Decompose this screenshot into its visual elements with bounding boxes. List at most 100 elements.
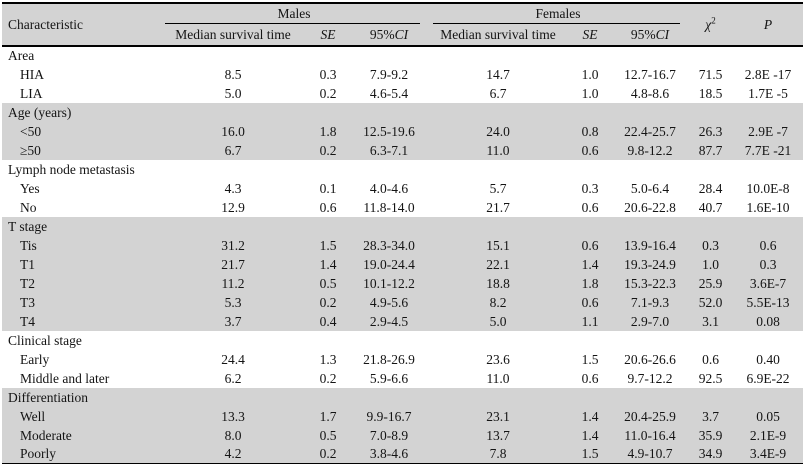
females-median-cell: 11.0 xyxy=(428,369,568,388)
table-row: ≥50 6.7 0.2 6.3-7.1 11.0 0.6 9.8-12.2 87… xyxy=(2,141,803,160)
table-row: T4 3.7 0.4 2.9-4.5 5.0 1.1 2.9-7.0 3.1 0… xyxy=(2,312,803,331)
ci-prefix: 95% xyxy=(630,26,656,42)
males-ci-cell: 9.9-16.7 xyxy=(350,407,428,426)
females-ci-cell: 20.4-25.9 xyxy=(612,407,688,426)
males-median-cell: 6.7 xyxy=(160,141,306,160)
males-se-cell: 1.5 xyxy=(306,236,350,255)
p-value-cell: 2.8E -17 xyxy=(733,65,803,84)
females-ci-cell: 4.8-8.6 xyxy=(612,84,688,103)
p-value-cell: 0.6 xyxy=(733,236,803,255)
p-value-cell: 0.3 xyxy=(733,255,803,274)
table-header: Characteristic Males Females χ2 P Median… xyxy=(2,3,803,46)
females-median-cell: 11.0 xyxy=(428,141,568,160)
table-body: Area HIA 8.5 0.3 7.9-9.2 14.7 1.0 12.7-1… xyxy=(2,46,803,464)
females-ci-cell: 12.7-16.7 xyxy=(612,65,688,84)
males-ci-cell: 28.3-34.0 xyxy=(350,236,428,255)
females-median-cell: 5.7 xyxy=(428,179,568,198)
group-row: Age (years) xyxy=(2,103,803,122)
row-label: LIA xyxy=(2,84,160,103)
males-se-cell: 0.5 xyxy=(306,274,350,293)
table-row: Moderate 8.0 0.5 7.0-8.9 13.7 1.4 11.0-1… xyxy=(2,426,803,445)
chi-square-cell: 40.7 xyxy=(688,198,733,217)
males-median-cell: 31.2 xyxy=(160,236,306,255)
header-row-subcolumns: Median survival time SE 95%CI Median sur… xyxy=(2,24,803,46)
females-median-cell: 14.7 xyxy=(428,65,568,84)
group-row: Differentiation xyxy=(2,388,803,407)
group-label: Area xyxy=(2,46,803,65)
females-ci-cell: 9.7-12.2 xyxy=(612,369,688,388)
males-ci-cell: 10.1-12.2 xyxy=(350,274,428,293)
row-label: Moderate xyxy=(2,426,160,445)
p-value-cell: 0.05 xyxy=(733,407,803,426)
females-ci-cell: 2.9-7.0 xyxy=(612,312,688,331)
females-median-cell: 23.6 xyxy=(428,350,568,369)
row-label: ≥50 xyxy=(2,141,160,160)
females-ci-cell: 5.0-6.4 xyxy=(612,179,688,198)
row-label: Early xyxy=(2,350,160,369)
males-se-cell: 0.5 xyxy=(306,426,350,445)
males-ci-cell: 4.9-5.6 xyxy=(350,293,428,312)
chi-square-cell: 25.9 xyxy=(688,274,733,293)
row-label: <50 xyxy=(2,122,160,141)
males-median-cell: 24.4 xyxy=(160,350,306,369)
males-se-cell: 0.1 xyxy=(306,179,350,198)
p-value-cell: 2.1E-9 xyxy=(733,426,803,445)
males-se-cell: 0.3 xyxy=(306,65,350,84)
group-label: T stage xyxy=(2,217,803,236)
table-row: No 12.9 0.6 11.8-14.0 21.7 0.6 20.6-22.8… xyxy=(2,198,803,217)
table-row: T2 11.2 0.5 10.1-12.2 18.8 1.8 15.3-22.3… xyxy=(2,274,803,293)
col-header-p-value: P xyxy=(733,3,803,46)
row-label: No xyxy=(2,198,160,217)
males-median-cell: 3.7 xyxy=(160,312,306,331)
males-se-cell: 0.2 xyxy=(306,141,350,160)
females-ci-cell: 20.6-26.6 xyxy=(612,350,688,369)
males-se-cell: 0.2 xyxy=(306,369,350,388)
males-median-cell: 4.2 xyxy=(160,445,306,464)
females-median-cell: 22.1 xyxy=(428,255,568,274)
row-label: HIA xyxy=(2,65,160,84)
p-value-cell: 0.40 xyxy=(733,350,803,369)
header-row-groups: Characteristic Males Females χ2 P xyxy=(2,3,803,46)
females-se-cell: 1.0 xyxy=(568,84,612,103)
males-ci-cell: 6.3-7.1 xyxy=(350,141,428,160)
col-group-males: Males xyxy=(160,3,428,24)
table-row: <50 16.0 1.8 12.5-19.6 24.0 0.8 22.4-25.… xyxy=(2,122,803,141)
females-median-cell: 7.8 xyxy=(428,445,568,464)
row-label: Well xyxy=(2,407,160,426)
males-se-cell: 0.4 xyxy=(306,312,350,331)
females-median-cell: 15.1 xyxy=(428,236,568,255)
col-header-characteristic: Characteristic xyxy=(2,3,160,46)
females-se-cell: 1.5 xyxy=(568,445,612,464)
p-value-cell: 0.08 xyxy=(733,312,803,331)
table-row: Early 24.4 1.3 21.8-26.9 23.6 1.5 20.6-2… xyxy=(2,350,803,369)
ci-prefix: 95% xyxy=(369,26,395,42)
group-row: Clinical stage xyxy=(2,331,803,350)
row-label: Tis xyxy=(2,236,160,255)
males-median-cell: 13.3 xyxy=(160,407,306,426)
males-median-cell: 12.9 xyxy=(160,198,306,217)
males-se-cell: 1.3 xyxy=(306,350,350,369)
males-ci-cell: 4.0-4.6 xyxy=(350,179,428,198)
p-value-cell: 5.5E-13 xyxy=(733,293,803,312)
table-row: T1 21.7 1.4 19.0-24.4 22.1 1.4 19.3-24.9… xyxy=(2,255,803,274)
females-se-cell: 0.6 xyxy=(568,293,612,312)
table-row: Poorly 4.2 0.2 3.8-4.6 7.8 1.5 4.9-10.7 … xyxy=(2,445,803,464)
females-ci-cell: 22.4-25.7 xyxy=(612,122,688,141)
p-value-cell: 3.6E-7 xyxy=(733,274,803,293)
chi-square-cell: 28.4 xyxy=(688,179,733,198)
row-label: Poorly xyxy=(2,445,160,464)
chi-square-cell: 26.3 xyxy=(688,122,733,141)
females-median-cell: 18.8 xyxy=(428,274,568,293)
females-ci-cell: 15.3-22.3 xyxy=(612,274,688,293)
chi-superscript: 2 xyxy=(711,15,716,25)
row-label: T1 xyxy=(2,255,160,274)
males-median-cell: 6.2 xyxy=(160,369,306,388)
males-se-cell: 0.2 xyxy=(306,293,350,312)
males-ci-cell: 7.9-9.2 xyxy=(350,65,428,84)
females-median-cell: 13.7 xyxy=(428,426,568,445)
table-row: T3 5.3 0.2 4.9-5.6 8.2 0.6 7.1-9.3 52.0 … xyxy=(2,293,803,312)
p-value-cell: 6.9E-22 xyxy=(733,369,803,388)
chi-square-cell: 0.3 xyxy=(688,236,733,255)
males-se-cell: 0.2 xyxy=(306,84,350,103)
